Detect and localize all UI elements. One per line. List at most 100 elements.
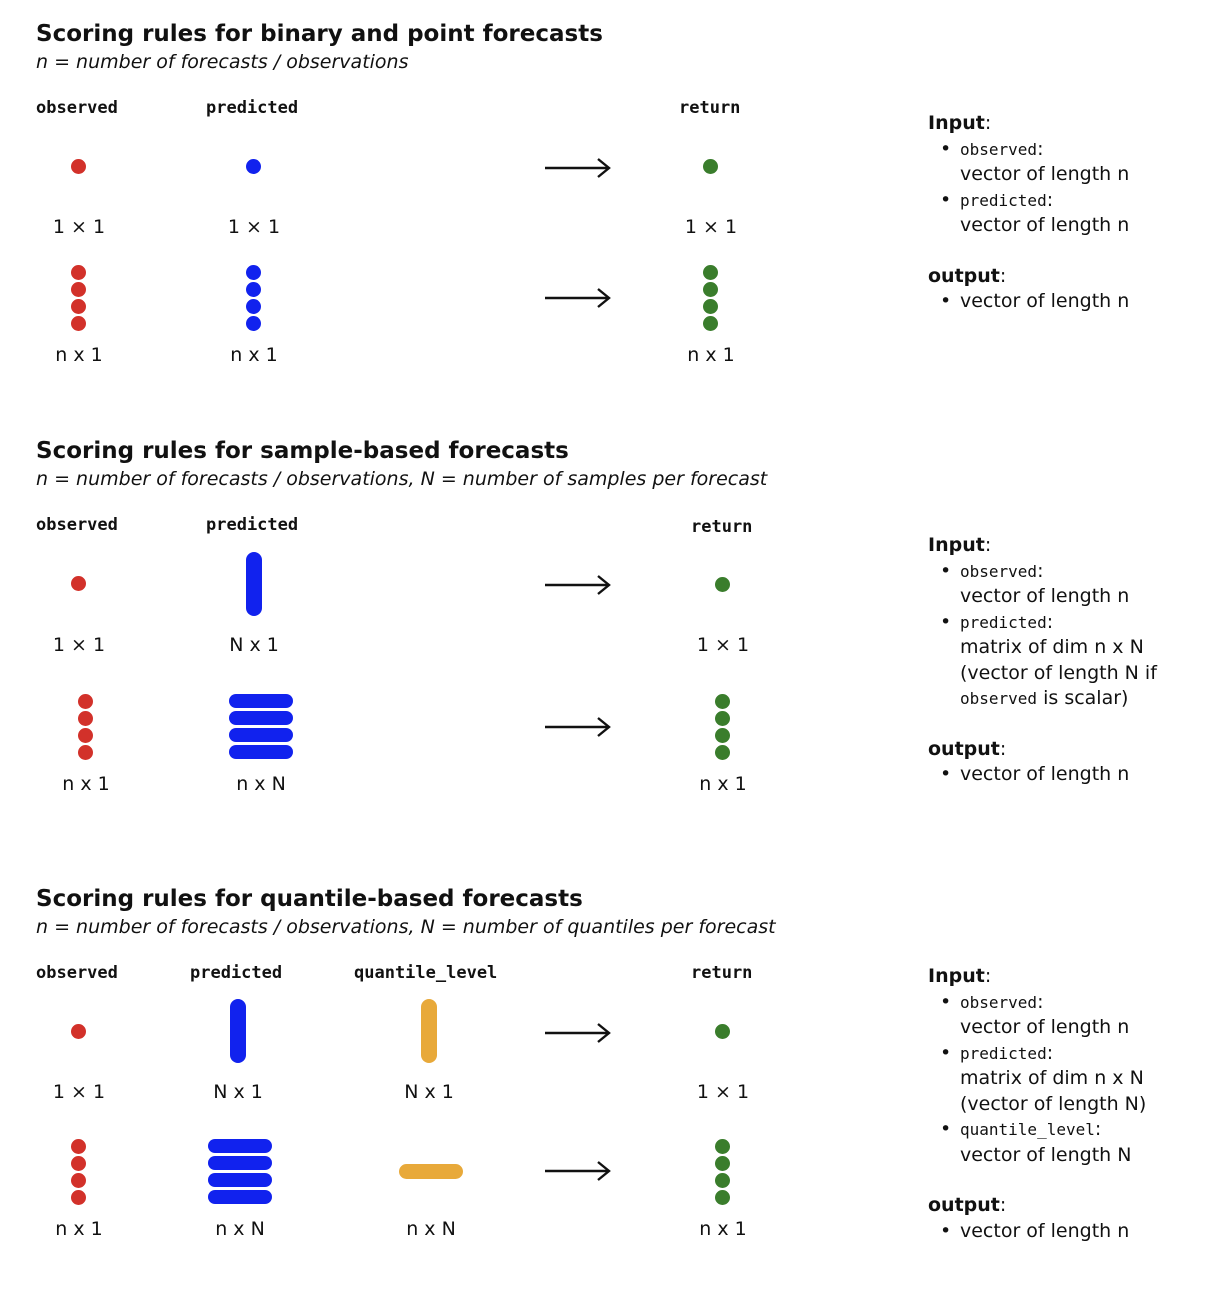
predicted-quantile-row xyxy=(208,1139,272,1153)
output-heading: output xyxy=(928,264,1000,287)
quantile-level-bar xyxy=(399,1164,463,1179)
input-item: predicted:matrix of dim n x N(vector of … xyxy=(940,610,1157,712)
io-panel: Input: observed:vector of length n predi… xyxy=(928,111,1129,315)
arg-note: is scalar) xyxy=(1037,687,1129,709)
predicted-quantile-row xyxy=(208,1190,272,1204)
predicted-dot xyxy=(246,316,261,331)
output-item: vector of length n xyxy=(940,289,1129,315)
section-title: Scoring rules for quantile-based forecas… xyxy=(36,886,583,912)
column-header-observed: observed xyxy=(36,98,118,118)
column-header-return: return xyxy=(691,517,753,537)
output-item: vector of length n xyxy=(940,762,1157,788)
io-panel: Input: observed:vector of length n predi… xyxy=(928,533,1157,788)
arg-description: matrix of dim n x N xyxy=(960,636,1144,658)
observed-dot xyxy=(71,159,86,174)
arg-description: vector of length n xyxy=(960,163,1130,185)
observed-dot xyxy=(71,576,86,591)
arg-name: predicted xyxy=(960,1043,1047,1063)
dim-label: 1 × 1 xyxy=(52,216,106,238)
predicted-dot xyxy=(246,299,261,314)
arrow-right-icon xyxy=(545,288,611,308)
arg-name: observed xyxy=(960,561,1038,581)
dim-label: 1 × 1 xyxy=(52,1081,106,1103)
arg-name: observed xyxy=(960,992,1038,1012)
predicted-dot xyxy=(246,282,261,297)
input-item: observed:vector of length n xyxy=(940,990,1146,1041)
column-header-predicted: predicted xyxy=(206,98,299,118)
observed-dot xyxy=(71,1139,86,1154)
arg-note-code: observed xyxy=(960,689,1038,708)
dim-label: n x N xyxy=(406,1218,456,1240)
dim-label: n x 1 xyxy=(687,344,735,366)
arg-description: vector of length N xyxy=(960,1143,1132,1166)
predicted-sample-row xyxy=(229,745,293,759)
observed-dot xyxy=(71,1190,86,1205)
dim-label: 1 × 1 xyxy=(684,216,738,238)
dim-label: 1 × 1 xyxy=(696,1081,750,1103)
return-dot xyxy=(715,694,730,709)
return-dot xyxy=(715,577,730,592)
predicted-sample-row xyxy=(229,711,293,725)
section-title: Scoring rules for sample-based forecasts xyxy=(36,438,569,464)
predicted-quantile-row xyxy=(208,1156,272,1170)
input-item: observed:vector of length n xyxy=(940,559,1157,610)
column-header-observed: observed xyxy=(36,963,118,983)
arg-note: (vector of length N if xyxy=(960,661,1157,684)
observed-dot xyxy=(71,282,86,297)
arg-name: predicted xyxy=(960,190,1047,210)
input-heading: Input xyxy=(928,112,985,134)
dim-label: n x 1 xyxy=(62,773,110,795)
arg-description: vector of length n xyxy=(960,1016,1130,1038)
column-header-return: return xyxy=(679,98,741,118)
observed-dot xyxy=(78,745,93,760)
dim-label: n x 1 xyxy=(55,344,103,366)
column-header-observed: observed xyxy=(36,515,118,535)
return-dot xyxy=(715,728,730,743)
predicted-quantile-bar xyxy=(230,999,246,1063)
arg-description: vector of length n xyxy=(960,214,1130,236)
predicted-sample-row xyxy=(229,694,293,708)
return-dot xyxy=(715,1139,730,1154)
observed-dot xyxy=(71,1173,86,1188)
return-dot xyxy=(715,711,730,726)
output-heading: output xyxy=(928,737,1000,760)
input-heading: Input xyxy=(928,965,985,987)
dim-label: n x 1 xyxy=(230,344,278,366)
observed-dot xyxy=(71,316,86,331)
arrow-right-icon xyxy=(545,1161,611,1181)
input-item: predicted:matrix of dim n x N(vector of … xyxy=(940,1041,1146,1118)
return-dot xyxy=(703,159,718,174)
return-dot xyxy=(715,1024,730,1039)
column-header-quantile-level: quantile_level xyxy=(354,963,498,983)
input-item: observed:vector of length n xyxy=(940,137,1130,188)
observed-dot xyxy=(71,265,86,280)
io-panel: Input: observed:vector of length n predi… xyxy=(928,964,1146,1244)
arrow-right-icon xyxy=(545,575,611,595)
arg-name: observed xyxy=(960,139,1038,159)
dim-label: n x N xyxy=(236,773,286,795)
dim-label: N x 1 xyxy=(229,634,279,656)
quantile-level-bar xyxy=(421,999,437,1063)
dim-label: N x 1 xyxy=(404,1081,454,1103)
arg-description: vector of length n xyxy=(960,585,1130,607)
section-title: Scoring rules for binary and point forec… xyxy=(36,21,603,47)
observed-dot xyxy=(71,1156,86,1171)
dim-label: n x 1 xyxy=(699,773,747,795)
return-dot xyxy=(703,265,718,280)
arg-name: quantile_level xyxy=(960,1120,1095,1139)
column-header-return: return xyxy=(691,963,753,983)
observed-dot xyxy=(71,1024,86,1039)
predicted-dot xyxy=(246,159,261,174)
return-dot xyxy=(715,1173,730,1188)
predicted-sample-row xyxy=(229,728,293,742)
observed-dot xyxy=(78,694,93,709)
observed-dot xyxy=(78,711,93,726)
observed-dot xyxy=(71,299,86,314)
return-dot xyxy=(715,1190,730,1205)
dim-label: n x 1 xyxy=(699,1218,747,1240)
dim-label: 1 × 1 xyxy=(696,634,750,656)
input-item: predicted:vector of length n xyxy=(940,188,1130,239)
input-item: quantile_level:vector of length N xyxy=(940,1117,1146,1168)
output-heading: output xyxy=(928,1194,1000,1216)
return-dot xyxy=(715,745,730,760)
